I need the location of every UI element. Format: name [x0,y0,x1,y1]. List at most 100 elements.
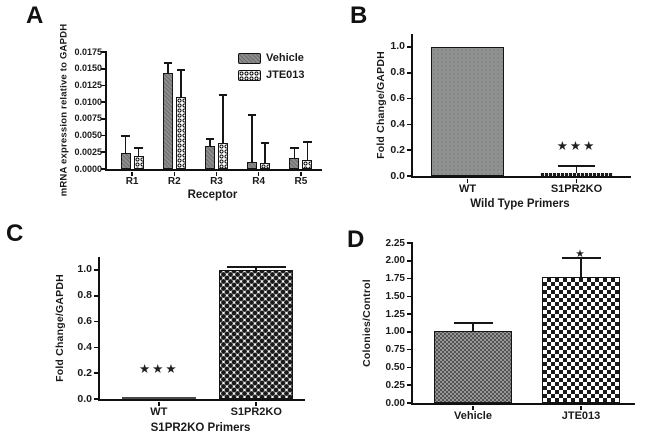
panel-d-letter: D [347,226,365,253]
x-category-label: R4 [252,176,266,187]
panel-a-letter: A [26,2,44,29]
bar-S1PR2KO [540,172,613,176]
panel-d: D Colonies/Control 0.00 0.25 0.50 0.75 1.00 1… [325,218,650,435]
x-category-label: R5 [294,176,308,187]
panel-a: A mRNA expression relative to GAPDH 0.00… [0,0,325,218]
x-category-label: WT [458,183,477,195]
legend-label: JTE013 [266,69,305,81]
error-bar-cap [163,61,173,64]
y-tick-label: 0.25 [385,379,405,391]
y-tick-mark [101,151,107,154]
y-tick-label: 0.0100 [74,96,102,107]
x-tick-mark [257,171,260,176]
error-bar-line [124,136,127,153]
y-tick-label: 2.25 [385,237,405,249]
y-tick-mark [407,97,413,100]
x-tick-mark [157,401,160,406]
y-tick-mark [407,123,413,126]
y-tick-label: 0.2 [390,143,405,156]
bar-S1PR2KO [219,269,294,399]
panel-b-x-axis-title: Wild Type Primers [470,198,570,210]
y-tick-mark [94,398,100,400]
y-tick-label: 1.0 [390,40,405,53]
bar-R2-JTE013 [175,97,186,169]
y-tick-mark [101,51,107,53]
panel-c-x-axis-title: S1PR2KO Primers [150,422,251,434]
y-tick-label: 0.6 [77,315,92,328]
x-tick-mark [575,178,578,183]
error-bar-line [575,165,578,173]
y-tick-label: 1.0 [77,263,92,276]
error-bar-line [180,70,182,98]
y-tick-label: 0.0 [390,169,405,182]
bar-WT [431,46,504,176]
bar-R5-JTE013 [302,160,313,169]
bar-R3-JTE013 [218,142,228,169]
error-bar-line [209,138,211,146]
y-tick-mark [407,149,413,151]
error-bar-cap [290,146,299,149]
error-bar-cap [247,113,257,116]
y-tick-mark [407,259,413,262]
y-tick-mark [101,84,107,87]
x-category-label: Vehicle [454,410,492,422]
y-tick-mark [101,101,107,103]
y-tick-mark [407,313,413,315]
bar-R3-Vehicle [205,145,215,169]
y-tick-label: 0.6 [390,92,405,105]
y-tick-mark [407,366,413,369]
y-tick-mark [407,175,413,177]
y-tick-label: 0.50 [385,361,405,373]
legend-swatch-jte013 [238,70,261,81]
y-tick-label: 0.2 [77,366,92,379]
y-tick-label: 0.8 [390,66,405,79]
x-category-label: R3 [210,176,223,187]
error-bar-line [580,257,582,278]
y-tick-label: 1.75 [385,273,405,285]
y-tick-label: 0.0050 [74,130,102,141]
y-tick-mark [407,46,413,48]
y-tick-label: 1.00 [385,326,405,338]
error-bar-cap [218,93,228,96]
panel-c-letter: C [6,220,24,247]
error-bar-cap [226,266,286,269]
bar-R4-JTE013 [260,162,271,169]
x-tick-mark [215,171,218,176]
x-tick-mark [580,405,582,410]
x-category-label: WT [150,406,168,418]
error-bar-cap [121,135,130,138]
y-tick-mark [101,168,107,170]
y-tick-label: 0.4 [390,117,405,130]
y-tick-label: 0.0025 [74,146,102,157]
panel-a-legend: Vehicle JTE013 [238,53,305,87]
y-tick-mark [101,118,107,120]
error-bar-line [472,322,474,332]
error-bar-cap [176,69,186,72]
legend-item: JTE013 [238,70,305,81]
y-tick-mark [407,384,413,387]
bar-R4-Vehicle [247,162,258,169]
y-tick-mark [101,134,107,137]
y-tick-mark [94,372,100,374]
legend-swatch-vehicle [238,53,261,64]
y-tick-label: 0.0175 [74,46,102,57]
x-tick-mark [300,171,302,176]
y-tick-mark [407,402,413,404]
panel-a-x-axis-title: Receptor [187,189,238,201]
y-tick-mark [407,331,413,333]
error-bar-line [167,62,169,74]
legend-item: Vehicle [238,53,305,64]
panel-b-plot-area: 0.0 0.2 0.4 0.6 0.8 1.0 WT S1PR2KO ★★★ [390,34,631,195]
error-bar-cap [453,321,493,324]
significance-stars: ★ [575,247,587,260]
y-tick-mark [94,346,100,349]
y-tick-mark [407,277,413,280]
error-bar-cap [303,140,312,143]
panel-c-y-axis-title: Fold Change/GAPDH [54,274,66,382]
y-tick-label: 0.0 [77,392,92,405]
legend-label: Vehicle [266,52,304,64]
x-category-label: R1 [125,176,139,187]
y-tick-label: 0.0125 [74,79,102,90]
error-bar-line [222,94,224,143]
